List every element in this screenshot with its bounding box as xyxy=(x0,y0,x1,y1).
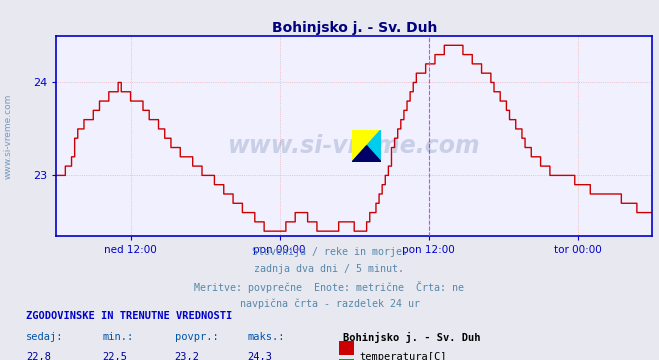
Text: zadnja dva dni / 5 minut.: zadnja dva dni / 5 minut. xyxy=(254,264,405,274)
Text: Meritve: povprečne  Enote: metrične  Črta: ne: Meritve: povprečne Enote: metrične Črta:… xyxy=(194,281,465,293)
Text: 22,5: 22,5 xyxy=(102,352,127,360)
Text: temperatura[C]: temperatura[C] xyxy=(359,352,447,360)
Text: navpična črta - razdelek 24 ur: navpična črta - razdelek 24 ur xyxy=(239,298,420,309)
Text: min.:: min.: xyxy=(102,332,133,342)
Text: 24,3: 24,3 xyxy=(247,352,272,360)
Text: 23,2: 23,2 xyxy=(175,352,200,360)
Text: www.si-vreme.com: www.si-vreme.com xyxy=(3,94,13,180)
Text: sedaj:: sedaj: xyxy=(26,332,64,342)
Text: Slovenija / reke in morje.: Slovenija / reke in morje. xyxy=(252,247,407,257)
Text: ZGODOVINSKE IN TRENUTNE VREDNOSTI: ZGODOVINSKE IN TRENUTNE VREDNOSTI xyxy=(26,311,233,321)
Text: 22,8: 22,8 xyxy=(26,352,51,360)
Polygon shape xyxy=(352,130,381,162)
Text: Bohinjsko j. - Sv. Duh: Bohinjsko j. - Sv. Duh xyxy=(343,332,480,343)
Text: maks.:: maks.: xyxy=(247,332,285,342)
Text: povpr.:: povpr.: xyxy=(175,332,218,342)
Text: www.si-vreme.com: www.si-vreme.com xyxy=(228,134,480,158)
Title: Bohinjsko j. - Sv. Duh: Bohinjsko j. - Sv. Duh xyxy=(272,21,437,35)
Polygon shape xyxy=(352,130,381,162)
Polygon shape xyxy=(352,146,381,162)
